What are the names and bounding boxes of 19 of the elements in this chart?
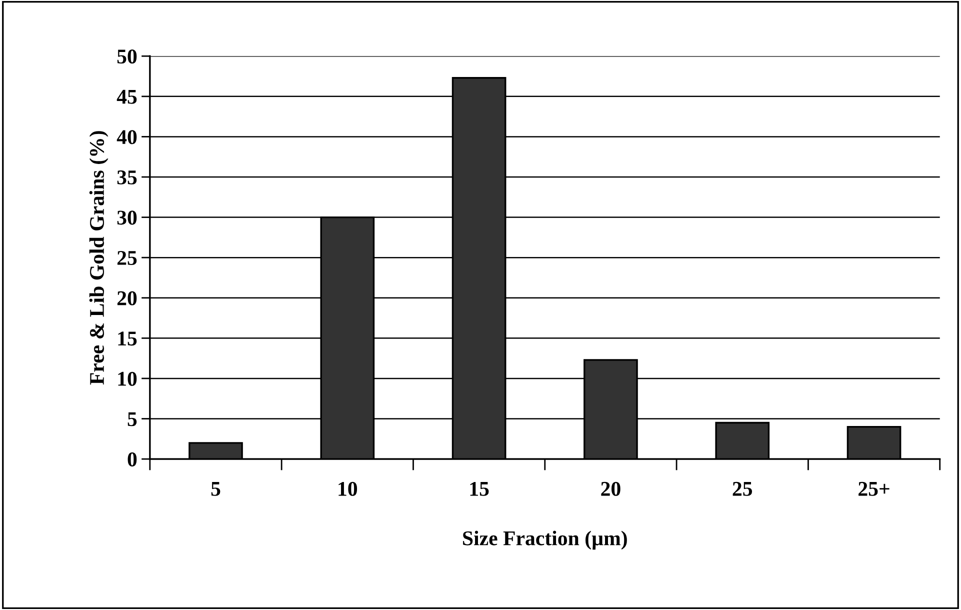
y-tick-label: 40 (116, 130, 137, 144)
y-tick-label: 0 (128, 452, 137, 466)
x-axis-title: Size Fraction (µm) (463, 530, 627, 550)
y-tick-label: 20 (117, 291, 137, 306)
x-tick-label: 25+ (858, 482, 890, 496)
y-tick-label: 30 (117, 210, 137, 225)
x-tick-label: 10 (338, 482, 358, 496)
y-tick-label: 10 (118, 372, 137, 386)
x-tick-label: 5 (211, 482, 220, 496)
y-tick-label: 25 (117, 251, 137, 266)
y-tick-label: 45 (116, 90, 137, 104)
y-axis-title: Free & Lib Gold Grains (%) (89, 131, 108, 385)
x-tick-label: 25 (732, 482, 752, 496)
x-tick-label: 20 (601, 482, 620, 496)
y-tick-label: 50 (117, 49, 137, 64)
x-tick-label: 15 (470, 482, 489, 496)
y-tick-label: 35 (117, 170, 137, 184)
y-tick-label: 15 (118, 332, 137, 346)
y-tick-label: 5 (128, 412, 137, 426)
